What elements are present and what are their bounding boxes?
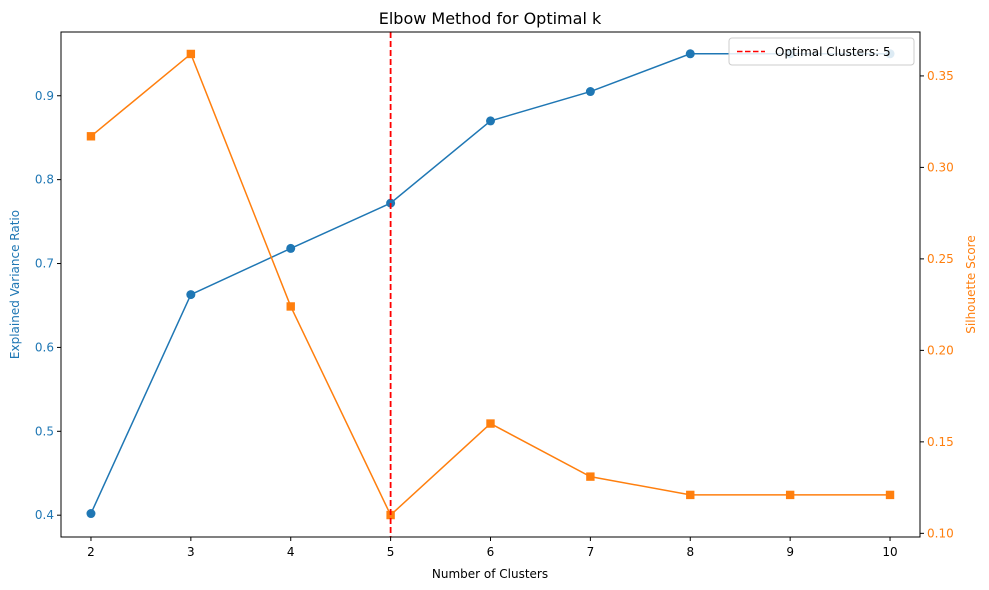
plot-area: [86, 32, 895, 537]
silhouette-score-point: [486, 419, 495, 428]
right-y-axis: 0.10 0.15 0.20 0.25 0.30 0.35: [920, 69, 954, 540]
left-y-axis-label: Explained Variance Ratio: [8, 210, 22, 359]
right-y-tick-label: 0.15: [927, 435, 954, 449]
x-tick-label: 10: [882, 545, 897, 559]
silhouette-score-point: [286, 302, 295, 311]
silhouette-score-point: [586, 472, 595, 481]
x-tick-label: 7: [587, 545, 595, 559]
silhouette-score-point: [86, 132, 96, 141]
explained-variance-point: [685, 49, 695, 59]
left-y-tick-label: 0.6: [35, 340, 54, 354]
right-y-tick-label: 0.20: [927, 343, 954, 357]
x-tick-label: 2: [87, 545, 95, 559]
explained-variance-point: [486, 116, 495, 126]
left-y-axis: 0.4 0.5 0.6 0.7 0.8 0.9: [35, 89, 61, 522]
left-y-tick-label: 0.5: [35, 424, 54, 438]
legend-box: [728, 37, 915, 66]
x-tick-label: 3: [187, 545, 195, 559]
explained-variance-point: [86, 509, 96, 519]
x-tick-label: 4: [287, 545, 295, 559]
x-tick-label: 8: [686, 545, 694, 559]
right-y-axis-label: Silhouette Score: [964, 235, 978, 333]
left-y-tick-label: 0.4: [35, 508, 54, 522]
silhouette-score-point: [885, 490, 895, 500]
left-y-tick-label: 0.8: [35, 173, 54, 187]
legend-vline-label: Optimal Clusters: 5: [775, 45, 891, 59]
explained-variance-point: [286, 243, 296, 253]
chart-title: Elbow Method for Optimal k: [379, 9, 602, 28]
explained-variance-point: [186, 290, 196, 300]
right-y-tick-label: 0.10: [927, 526, 954, 540]
x-tick-label: 6: [487, 545, 495, 559]
x-tick-label: 5: [387, 545, 395, 559]
x-tick-label: 9: [786, 545, 794, 559]
explained-variance-point: [585, 87, 595, 97]
x-axis: 2 3 4 5 6 7 8 9 10: [87, 537, 898, 559]
left-y-tick-label: 0.9: [35, 89, 54, 103]
silhouette-score-point: [785, 490, 795, 500]
right-y-tick-label: 0.35: [927, 69, 954, 83]
silhouette-score-point: [686, 490, 695, 500]
plot-frame: [60, 31, 921, 538]
right-y-tick-label: 0.30: [927, 160, 954, 174]
x-axis-label: Number of Clusters: [432, 567, 548, 581]
left-y-tick-label: 0.7: [35, 257, 54, 271]
legend: Optimal Clusters: 5: [728, 37, 915, 66]
right-y-tick-label: 0.25: [927, 252, 954, 266]
silhouette-score-point: [186, 49, 196, 59]
silhouette-score-point: [386, 510, 395, 520]
